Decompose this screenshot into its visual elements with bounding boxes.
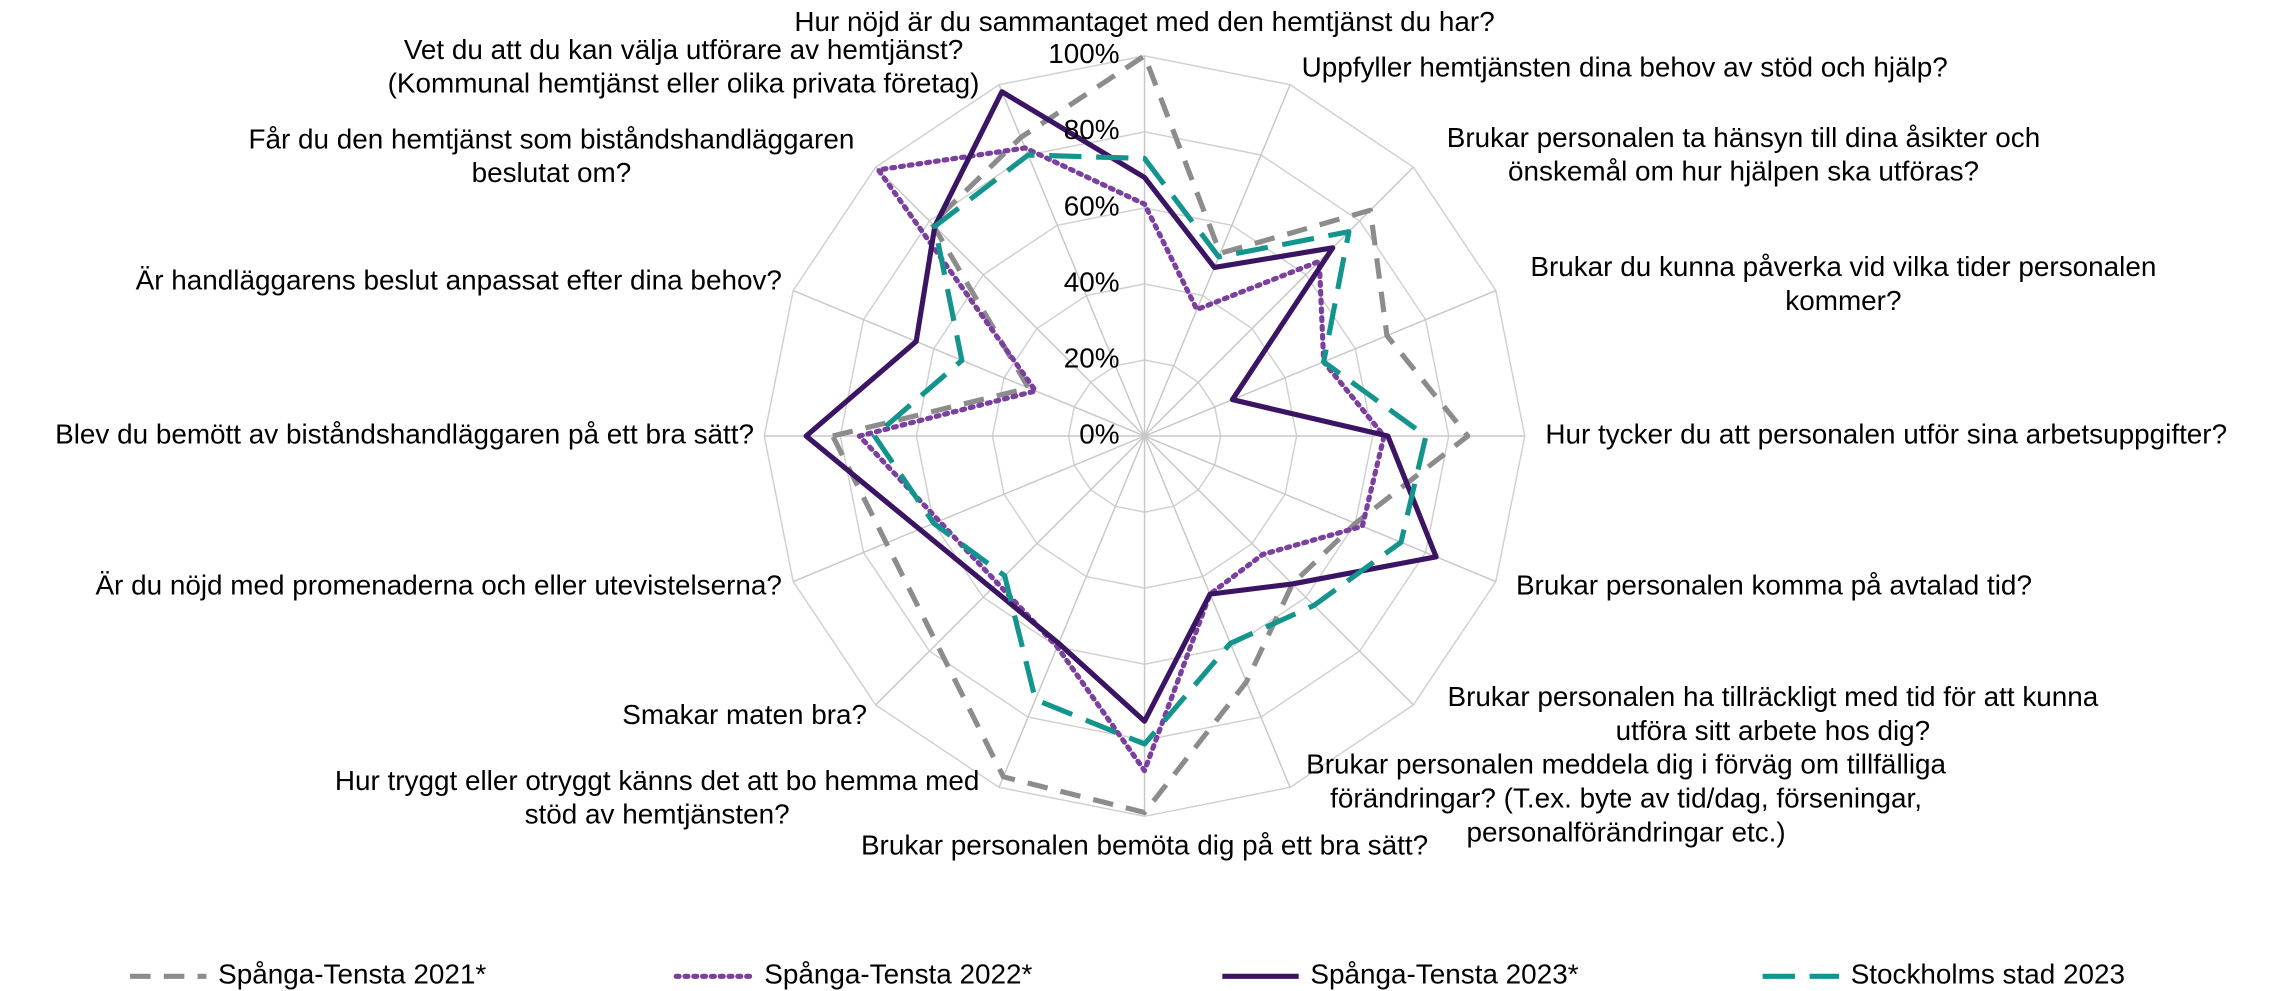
category-label: Brukar personalen komma på avtalad tid? xyxy=(1516,570,2032,601)
category-label: utföra sitt arbete hos dig? xyxy=(1616,715,1931,746)
legend-label: Spånga-Tensta 2022* xyxy=(764,959,1032,990)
category-label: beslutat om? xyxy=(472,157,632,188)
y-tick-label: 40% xyxy=(1064,266,1120,297)
y-tick-label: 60% xyxy=(1064,190,1120,221)
category-label: kommer? xyxy=(1785,285,1901,316)
category-label: personalförändringar etc.) xyxy=(1466,816,1785,847)
category-label: Brukar personalen ha tillräckligt med ti… xyxy=(1448,681,2099,712)
spoke xyxy=(792,289,1145,437)
category-label: önskemål om hur hjälpen ska utföras? xyxy=(1508,156,1979,187)
spoke xyxy=(998,84,1146,437)
category-label: Brukar du kunna påverka vid vilka tider … xyxy=(1530,251,2156,282)
category-label: Brukar personalen ta hänsyn till dina ås… xyxy=(1447,122,2040,153)
y-tick-label: 0% xyxy=(1079,418,1119,449)
category-label: Uppfyller hemtjänsten dina behov av stöd… xyxy=(1302,51,1948,82)
category-label: Hur nöjd är du sammantaget med den hemtj… xyxy=(794,6,1494,37)
category-label: Brukar personalen bemöta dig på ett bra … xyxy=(861,829,1428,860)
category-label: Blev du bemött av biståndshandläggaren p… xyxy=(55,418,754,449)
series-line xyxy=(871,152,1429,747)
spoke xyxy=(875,166,1146,437)
category-label: (Kommunal hemtjänst eller olika privata … xyxy=(388,68,980,99)
category-label: Är handläggarens beslut anpassat efter d… xyxy=(136,264,782,295)
spoke xyxy=(1143,435,1291,788)
spoke xyxy=(1144,435,1414,706)
legend-item: Stockholms stad 2023 xyxy=(1762,959,2125,990)
legend-item: Spånga-Tensta 2022* xyxy=(673,959,1033,990)
category-label: Hur tycker du att personalen utför sina … xyxy=(1545,418,2227,449)
legend-label: Spånga-Tensta 2023* xyxy=(1310,959,1578,990)
category-label: Hur tryggt eller otryggt känns det att b… xyxy=(335,765,980,796)
category-label: Är du nöjd med promenaderna och eller ut… xyxy=(95,570,781,601)
category-label: stöd av hemtjänsten? xyxy=(525,799,790,830)
category-label: Vet du att du kan välja utförare av hemt… xyxy=(404,34,963,65)
y-tick-label: 20% xyxy=(1064,342,1120,373)
y-tick-label: 80% xyxy=(1064,114,1120,145)
category-label: Får du den hemtjänst som biståndshandläg… xyxy=(248,123,854,154)
series-line xyxy=(803,89,1439,724)
category-label: Smakar maten bra? xyxy=(622,699,867,730)
spoke xyxy=(1144,289,1497,437)
spoke xyxy=(792,435,1145,583)
legend-item: Spånga-Tensta 2023* xyxy=(1222,959,1579,990)
y-tick-label: 100% xyxy=(1048,38,1119,69)
spoke xyxy=(998,435,1146,788)
spoke xyxy=(1143,84,1291,437)
series-line xyxy=(830,53,1471,816)
category-label: Brukar personalen meddela dig i förväg o… xyxy=(1306,749,1946,780)
spoke xyxy=(875,435,1146,706)
category-label: förändringar? (T.ex. byte av tid/dag, fö… xyxy=(1330,783,1922,814)
legend-label: Stockholms stad 2023 xyxy=(1851,959,2125,990)
legend-label: Spånga-Tensta 2021* xyxy=(218,959,486,990)
legend-item: Spånga-Tensta 2021* xyxy=(130,959,486,990)
